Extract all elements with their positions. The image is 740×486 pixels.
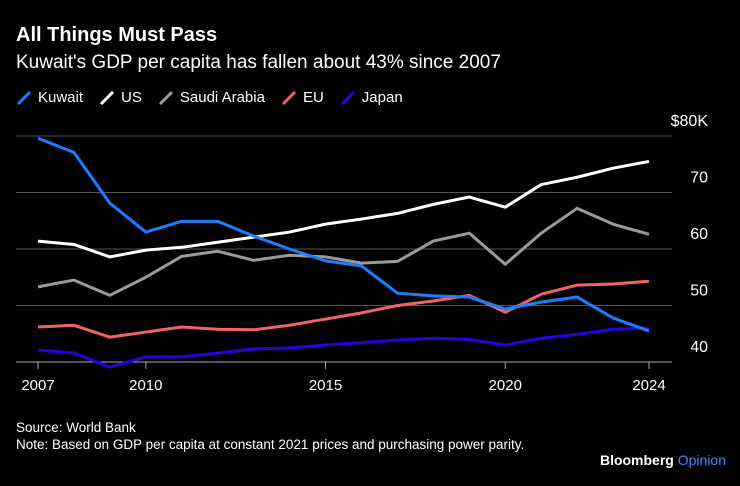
legend-label: Saudi Arabia (179, 89, 265, 106)
x-tick-label: 2024 (632, 377, 665, 394)
legend-swatch-icon (281, 90, 297, 105)
legend-swatch-icon (16, 90, 32, 105)
series-line-eu (37, 279, 650, 339)
brand-name: Bloomberg (599, 452, 674, 468)
legend-item-japan: Japan (340, 89, 403, 106)
note-text: Note: Based on GDP per capita at constan… (16, 437, 525, 452)
source-text: Source: World Bank (16, 420, 136, 435)
y-tick-label: 60 (690, 226, 708, 243)
legend-swatch-icon (340, 90, 355, 105)
legend-item-saudi-arabia: Saudi Arabia (158, 89, 265, 106)
legend-item-eu: EU (281, 89, 324, 106)
x-tick-label: 2007 (21, 377, 54, 394)
legend-label: EU (302, 89, 324, 106)
series-line-us (37, 159, 650, 259)
y-tick-label: 50 (690, 283, 708, 300)
legend-label: Kuwait (38, 89, 84, 106)
source-note: Source: World Bank Note: Based on GDP pe… (16, 419, 556, 453)
legend-item-kuwait: Kuwait (16, 89, 83, 106)
chart-subtitle: Kuwait's GDP per capita has fallen about… (16, 52, 501, 73)
legend-swatch-icon (99, 90, 115, 105)
brand-suffix: Opinion (677, 452, 726, 468)
brand-logo: Bloomberg Opinion (600, 452, 726, 468)
legend-label: Japan (361, 89, 403, 106)
series-line-kuwait (37, 136, 650, 333)
line-chart: 40 50 60 70 $80K 2007 2010 2015 2020 2024 (16, 113, 709, 394)
x-tick-label: 2010 (129, 377, 162, 394)
series-line-saudi-arabia (37, 206, 650, 297)
y-tick-label: $80K (671, 113, 709, 130)
legend-item-us: US (99, 89, 142, 106)
chart-title: All Things Must Pass (16, 24, 218, 46)
x-tick-label: 2020 (489, 377, 522, 394)
series-line-japan (37, 326, 650, 369)
y-tick-label: 70 (690, 170, 708, 187)
legend: Kuwait US Saudi Arabia EU Japan (16, 89, 403, 106)
y-tick-label: 40 (690, 339, 708, 356)
legend-label: US (121, 89, 142, 106)
x-tick-label: 2015 (309, 377, 342, 394)
legend-swatch-icon (158, 90, 173, 105)
